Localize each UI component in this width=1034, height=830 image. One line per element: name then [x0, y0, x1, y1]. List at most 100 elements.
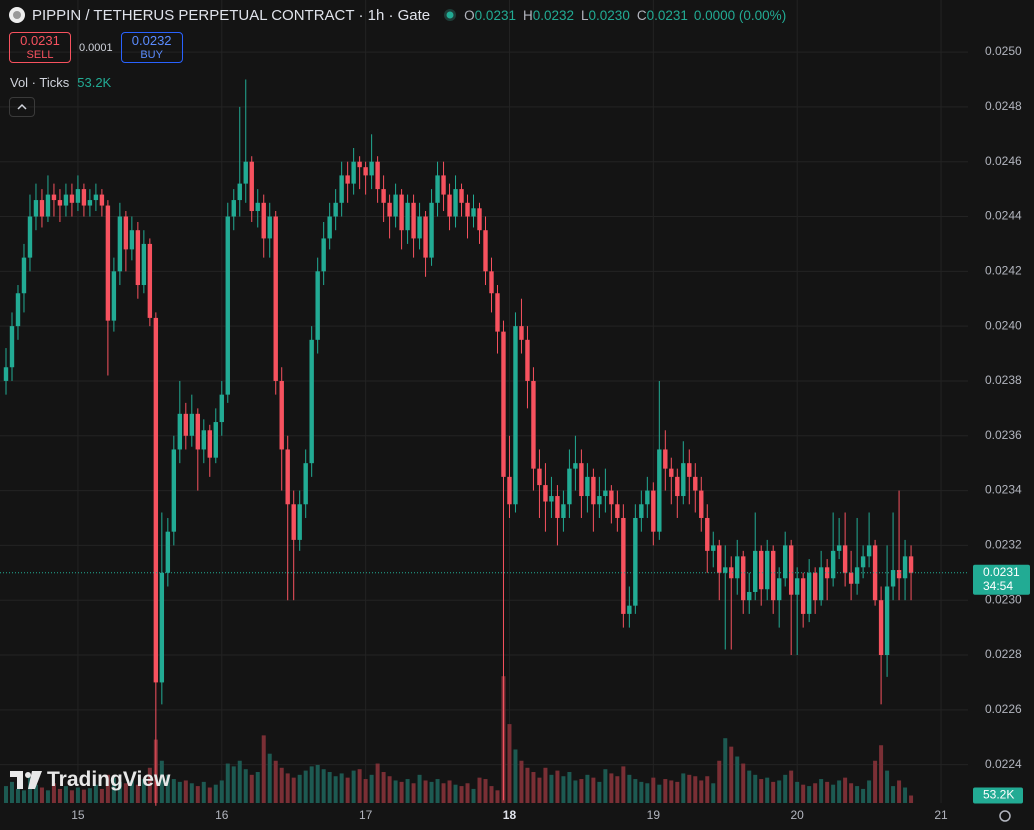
- candle-body: [765, 550, 770, 590]
- candle-body: [99, 194, 105, 206]
- volume-bar: [519, 760, 524, 803]
- candle-body: [782, 545, 788, 579]
- candle-body: [531, 380, 536, 469]
- candle-body: [651, 490, 656, 532]
- y-tick-label: 0.0246: [985, 154, 1022, 168]
- volume-bar: [561, 776, 566, 803]
- volume-bar: [717, 760, 722, 803]
- volume-bar: [483, 779, 488, 803]
- volume-bar: [351, 770, 356, 803]
- title: PIPPIN / TETHERUS PERPETUAL CONTRACT · 1…: [32, 6, 431, 24]
- candle-body: [357, 161, 362, 168]
- volume-bar: [159, 760, 164, 803]
- sell-button[interactable]: 0.0231 SELL: [9, 32, 71, 63]
- candle-body: [543, 485, 548, 502]
- volume-bar: [405, 779, 410, 803]
- candle-body: [794, 578, 800, 595]
- candle-body: [393, 194, 398, 217]
- volume-bar: [75, 787, 80, 803]
- candle-body: [213, 422, 218, 458]
- candle-body: [669, 468, 674, 477]
- ohlc-value: 0.0230: [588, 7, 630, 23]
- candle-body: [261, 202, 266, 239]
- candle-body: [255, 202, 260, 212]
- candle-body: [369, 161, 374, 176]
- volume-bar: [675, 781, 680, 803]
- volume-bar: [243, 769, 248, 803]
- candle-body: [219, 394, 224, 423]
- volume-bar: [381, 772, 386, 803]
- volume-bar: [777, 780, 782, 803]
- header: PIPPIN / TETHERUS PERPETUAL CONTRACT · 1…: [8, 6, 786, 24]
- candle-body: [111, 271, 117, 321]
- candle-body: [303, 463, 308, 505]
- candle-body: [243, 161, 248, 184]
- candle-body: [411, 202, 416, 239]
- candle-body: [297, 504, 302, 540]
- volume-bar: [369, 774, 374, 803]
- spread: 0.0001: [79, 41, 113, 54]
- ohlc-item: C0.0231: [637, 8, 688, 23]
- candle-body: [117, 216, 123, 272]
- candle-body: [237, 183, 242, 201]
- candle-body: [195, 413, 200, 450]
- candle-body: [501, 331, 506, 477]
- volume-bar: [93, 784, 98, 803]
- y-tick-label: 0.0240: [985, 318, 1022, 332]
- volume-legend: Vol · Ticks 53.2K: [10, 75, 111, 90]
- ohlc-key: C: [636, 7, 647, 23]
- volume-bar: [99, 788, 104, 803]
- candle-body: [459, 189, 464, 203]
- volume-bar: [429, 781, 434, 803]
- candle-body: [621, 517, 626, 614]
- volume-bar: [861, 788, 866, 803]
- candle-body: [645, 490, 650, 505]
- volume-bar: [105, 774, 110, 803]
- volume-name: Vol · Ticks: [10, 75, 70, 90]
- volume-bar: [69, 790, 74, 803]
- collapse-button[interactable]: [9, 97, 35, 117]
- candle-body: [207, 430, 212, 458]
- sell-label: SELL: [26, 49, 54, 61]
- volume-bar: [603, 769, 608, 803]
- candle-body: [405, 202, 410, 231]
- candle-body: [567, 468, 572, 505]
- volume-bar: [525, 767, 530, 803]
- volume-bar: [141, 779, 146, 803]
- candle-body: [87, 200, 93, 206]
- watermark: TradingView: [10, 768, 170, 792]
- volume-bar: [789, 770, 794, 803]
- candle-body: [381, 189, 386, 203]
- volume-bar: [57, 788, 62, 803]
- candle-body: [866, 545, 872, 557]
- candle-body: [854, 567, 860, 584]
- candle-body: [45, 194, 51, 217]
- candle-body: [747, 591, 752, 601]
- volume-bar: [609, 773, 614, 803]
- volume-bar: [639, 781, 644, 803]
- volume-bar: [849, 783, 854, 803]
- volume-bar: [723, 738, 728, 803]
- volume-bar: [753, 774, 758, 803]
- volume-bar: [771, 781, 776, 803]
- candle-body: [225, 216, 230, 395]
- candle-body: [189, 413, 195, 436]
- volume-bar: [123, 783, 128, 803]
- volume-bar: [183, 780, 188, 803]
- candle-body: [81, 189, 87, 206]
- volume-bar: [15, 788, 20, 803]
- volume-bar: [543, 767, 548, 803]
- volume-bar: [423, 780, 428, 803]
- candle-body: [657, 449, 662, 532]
- buy-button[interactable]: 0.0232 BUY: [120, 32, 183, 63]
- candle-body: [231, 200, 236, 217]
- volume-bar: [255, 772, 260, 803]
- ohlc-value: 0.0231: [474, 7, 516, 23]
- candle-body: [860, 556, 866, 568]
- volume-bar: [321, 769, 326, 803]
- volume-bar: [303, 770, 308, 803]
- volume-bar: [537, 777, 542, 803]
- candle-body: [842, 545, 848, 573]
- candle-body: [848, 572, 854, 584]
- volume-bar: [795, 781, 800, 803]
